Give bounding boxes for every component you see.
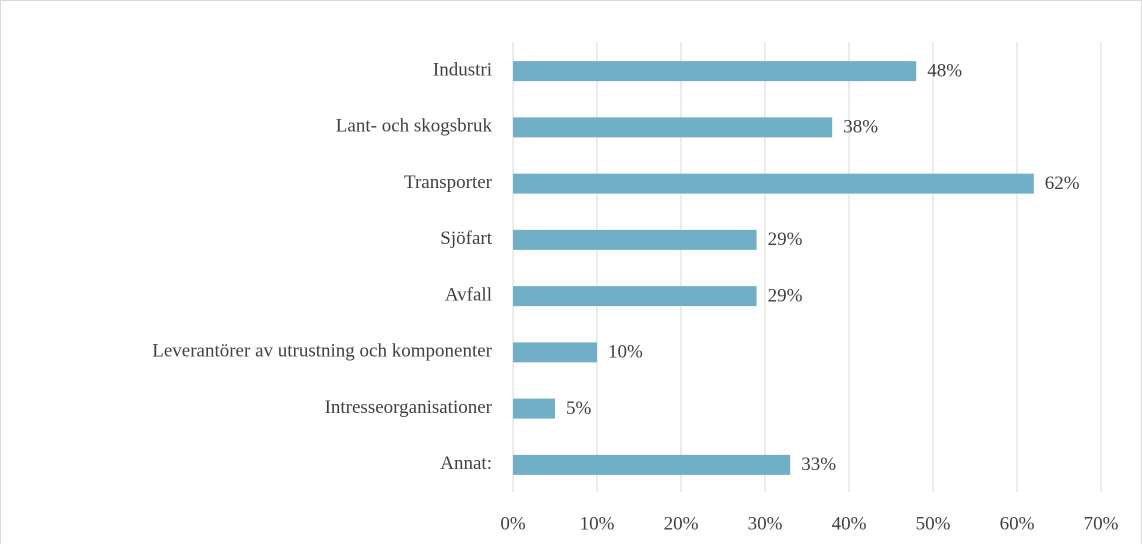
- x-tick-label: 30%: [748, 513, 783, 534]
- data-label: 29%: [768, 229, 803, 250]
- data-label: 48%: [927, 60, 962, 81]
- data-label: 10%: [608, 342, 643, 363]
- data-label: 5%: [566, 398, 592, 419]
- data-label: 33%: [801, 454, 836, 475]
- y-tick-label: Industri: [433, 59, 492, 80]
- bar: [513, 61, 917, 82]
- x-tick-label: 0%: [500, 513, 526, 534]
- x-tick-label: 40%: [832, 513, 867, 534]
- x-tick-label: 70%: [1084, 513, 1119, 534]
- bar: [513, 117, 833, 138]
- data-label: 38%: [843, 117, 878, 138]
- bar: [513, 286, 757, 307]
- bar: [513, 342, 597, 363]
- y-tick-label: Intresseorganisationer: [325, 397, 493, 418]
- x-tick-label: 10%: [580, 513, 615, 534]
- bar: [513, 398, 555, 419]
- x-tick-label: 50%: [916, 513, 951, 534]
- y-tick-label: Transporter: [404, 172, 493, 193]
- x-tick-label: 60%: [1000, 513, 1035, 534]
- y-tick-label: Avfall: [445, 284, 492, 305]
- data-label: 29%: [768, 285, 803, 306]
- y-tick-label: Leverantörer av utrustning och komponent…: [152, 341, 492, 362]
- y-tick-label: Sjöfart: [440, 228, 492, 249]
- bar: [513, 173, 1034, 194]
- y-tick-label: Annat:: [440, 453, 492, 474]
- x-tick-label: 20%: [664, 513, 699, 534]
- bar: [513, 229, 757, 250]
- y-tick-label: Lant- och skogsbruk: [336, 116, 493, 137]
- data-label: 62%: [1045, 173, 1080, 194]
- bar: [513, 454, 791, 475]
